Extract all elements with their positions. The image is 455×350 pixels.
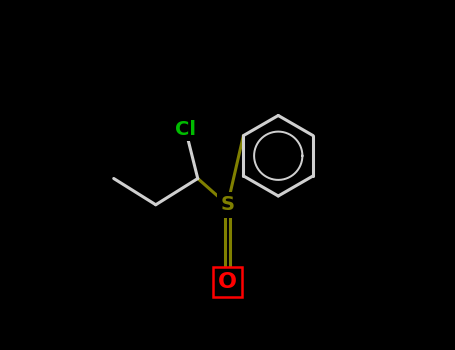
Text: O: O	[218, 272, 237, 292]
Text: S: S	[221, 195, 234, 214]
Text: Cl: Cl	[175, 120, 196, 139]
